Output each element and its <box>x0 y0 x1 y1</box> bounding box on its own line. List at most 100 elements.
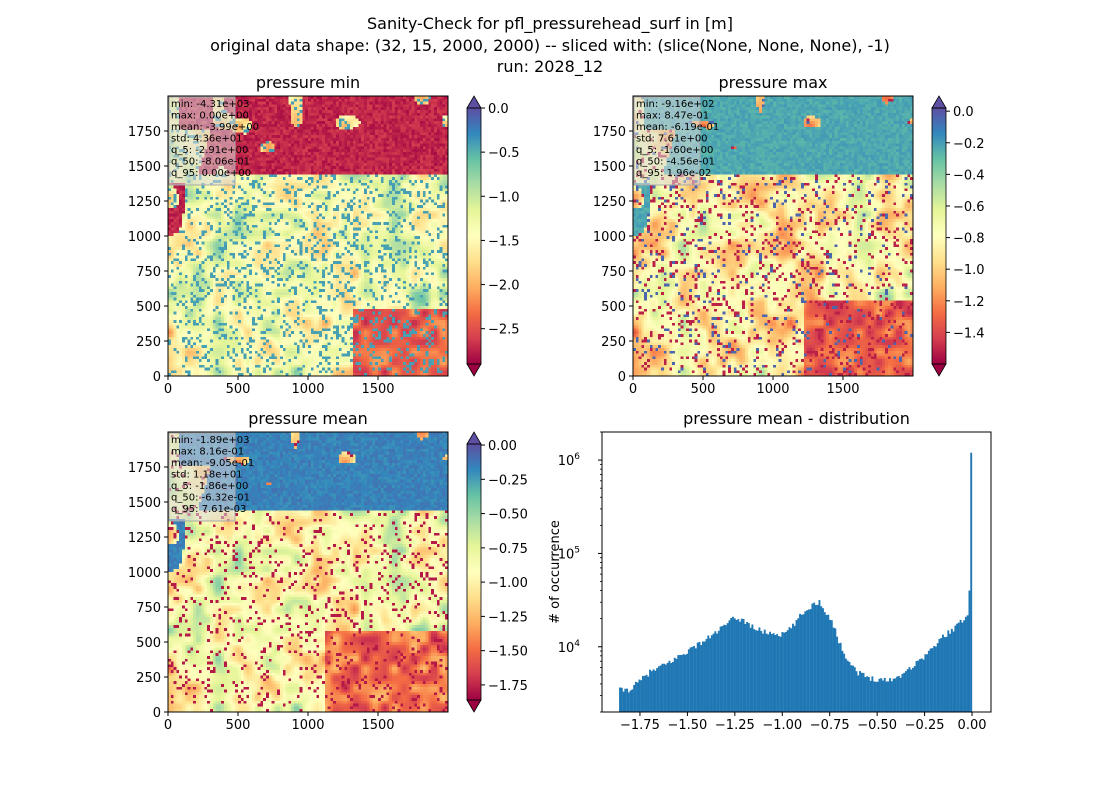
colorbar-extend-top-max <box>931 95 947 109</box>
histogram-bar <box>970 452 973 712</box>
histogram-bar <box>940 638 943 712</box>
histogram-x-tick-label: −0.25 <box>905 718 945 733</box>
x-tick-label-min: 1500 <box>361 382 394 397</box>
colorbar-tick-label-max: 0.0 <box>953 105 974 120</box>
colorbar-extend-bottom-mean <box>466 699 482 713</box>
histogram-bar <box>876 681 879 712</box>
histogram-bar <box>626 688 629 712</box>
stats-line-mean: q_5: -1.86e+00 <box>171 481 248 492</box>
histogram-panel <box>598 431 992 716</box>
histogram-bar <box>830 620 833 712</box>
histogram-bar <box>730 617 733 712</box>
stats-line-max: q_50: -4.56e-01 <box>636 157 715 168</box>
y-tick-label-min: 750 <box>136 265 161 280</box>
histogram-bar <box>714 631 717 712</box>
histogram-bar <box>645 674 648 712</box>
histogram-bar <box>675 658 678 712</box>
histogram-bar <box>816 604 819 712</box>
histogram-bar <box>790 628 793 712</box>
histogram-bar <box>769 631 771 712</box>
histogram-bar <box>869 680 872 712</box>
histogram-bar <box>848 661 851 712</box>
histogram-bar <box>770 633 773 712</box>
x-tick-label-max: 500 <box>691 382 716 397</box>
histogram-bar <box>954 625 957 712</box>
histogram-bar <box>919 659 921 712</box>
y-tick-label-max: 1250 <box>593 195 626 210</box>
panel-title-mean: pressure mean <box>248 409 368 428</box>
histogram-bar <box>795 620 798 712</box>
y-tick-label-max: 1500 <box>593 160 626 175</box>
histogram-bar <box>927 650 930 712</box>
y-tick-label-mean: 1250 <box>128 531 161 546</box>
histogram-bar <box>784 631 787 712</box>
histogram-bar <box>862 672 865 712</box>
histogram-bar <box>878 678 881 712</box>
histogram-bar <box>952 631 955 712</box>
y-tick-label-max: 500 <box>601 300 626 315</box>
histogram-bar <box>968 590 971 712</box>
figure-title-line-1: Sanity-Check for pfl_pressurehead_surf i… <box>367 14 733 33</box>
histogram-bar <box>751 624 754 712</box>
y-tick-label-max: 1000 <box>593 230 626 245</box>
histogram-bar <box>631 689 634 712</box>
histogram-bar <box>959 619 962 712</box>
histogram-bar <box>894 678 897 712</box>
histogram-bar <box>943 637 946 712</box>
histogram-bar <box>922 659 925 712</box>
colorbar-max <box>932 108 946 364</box>
histogram-bar <box>956 623 959 712</box>
histogram-bar <box>753 629 756 712</box>
histogram-bar <box>880 678 883 712</box>
histogram-bar <box>629 690 632 712</box>
histogram-x-tick-label: −0.50 <box>857 718 897 733</box>
histogram-bar <box>772 633 775 712</box>
histogram-bar <box>912 667 914 712</box>
stats-box-mean <box>168 432 236 522</box>
heatmap-panel-max <box>629 95 950 380</box>
histogram-bar <box>837 643 840 712</box>
histogram-bar <box>643 675 646 712</box>
histogram-bar <box>852 665 854 712</box>
histogram-bar <box>806 610 809 712</box>
histogram-bar <box>832 627 835 712</box>
histogram-bar <box>938 638 941 712</box>
x-tick-label-max: 1500 <box>826 382 859 397</box>
histogram-title: pressure mean - distribution <box>683 409 910 428</box>
histogram-ylabel: # of occurrence <box>548 520 563 624</box>
histogram-bar <box>913 666 916 712</box>
colorbar-min <box>467 108 481 364</box>
histogram-bar <box>892 678 895 712</box>
histogram-bar <box>859 671 861 712</box>
histogram-bar <box>910 669 913 712</box>
stats-line-min: q_95: 0.00e+00 <box>171 168 251 179</box>
colorbar-frame-mean <box>466 443 482 701</box>
histogram-bar <box>797 618 800 712</box>
stats-line-max: min: -9.16e+02 <box>636 99 715 110</box>
stats-line-max: max: 8.47e-01 <box>636 111 709 122</box>
histogram-bar <box>779 636 782 712</box>
histogram-bar <box>834 628 837 712</box>
histogram-bar <box>642 675 644 712</box>
histogram-x-tick-label: −1.75 <box>620 718 660 733</box>
histogram-bar <box>737 619 740 712</box>
histogram-bar <box>728 620 731 712</box>
histogram-bar <box>804 611 807 712</box>
histogram-bar <box>844 658 847 712</box>
histogram-bar <box>732 616 734 712</box>
histogram-bar <box>749 627 752 712</box>
histogram-bar <box>747 623 750 712</box>
histogram-bar <box>899 677 902 712</box>
y-tick-label-min: 0 <box>153 370 161 385</box>
y-tick-label-mean: 0 <box>153 706 161 721</box>
histogram-bar <box>897 675 900 712</box>
colorbar-tick-label-min: −0.5 <box>488 146 520 161</box>
histogram-bar <box>633 685 636 712</box>
histogram-x-tick-label: 0.00 <box>958 718 987 733</box>
y-tick-label-min: 1500 <box>128 160 161 175</box>
histogram-bar <box>649 669 651 712</box>
histogram-bar <box>663 663 666 712</box>
histogram-bar <box>811 603 814 712</box>
y-tick-label-max: 0 <box>618 370 626 385</box>
